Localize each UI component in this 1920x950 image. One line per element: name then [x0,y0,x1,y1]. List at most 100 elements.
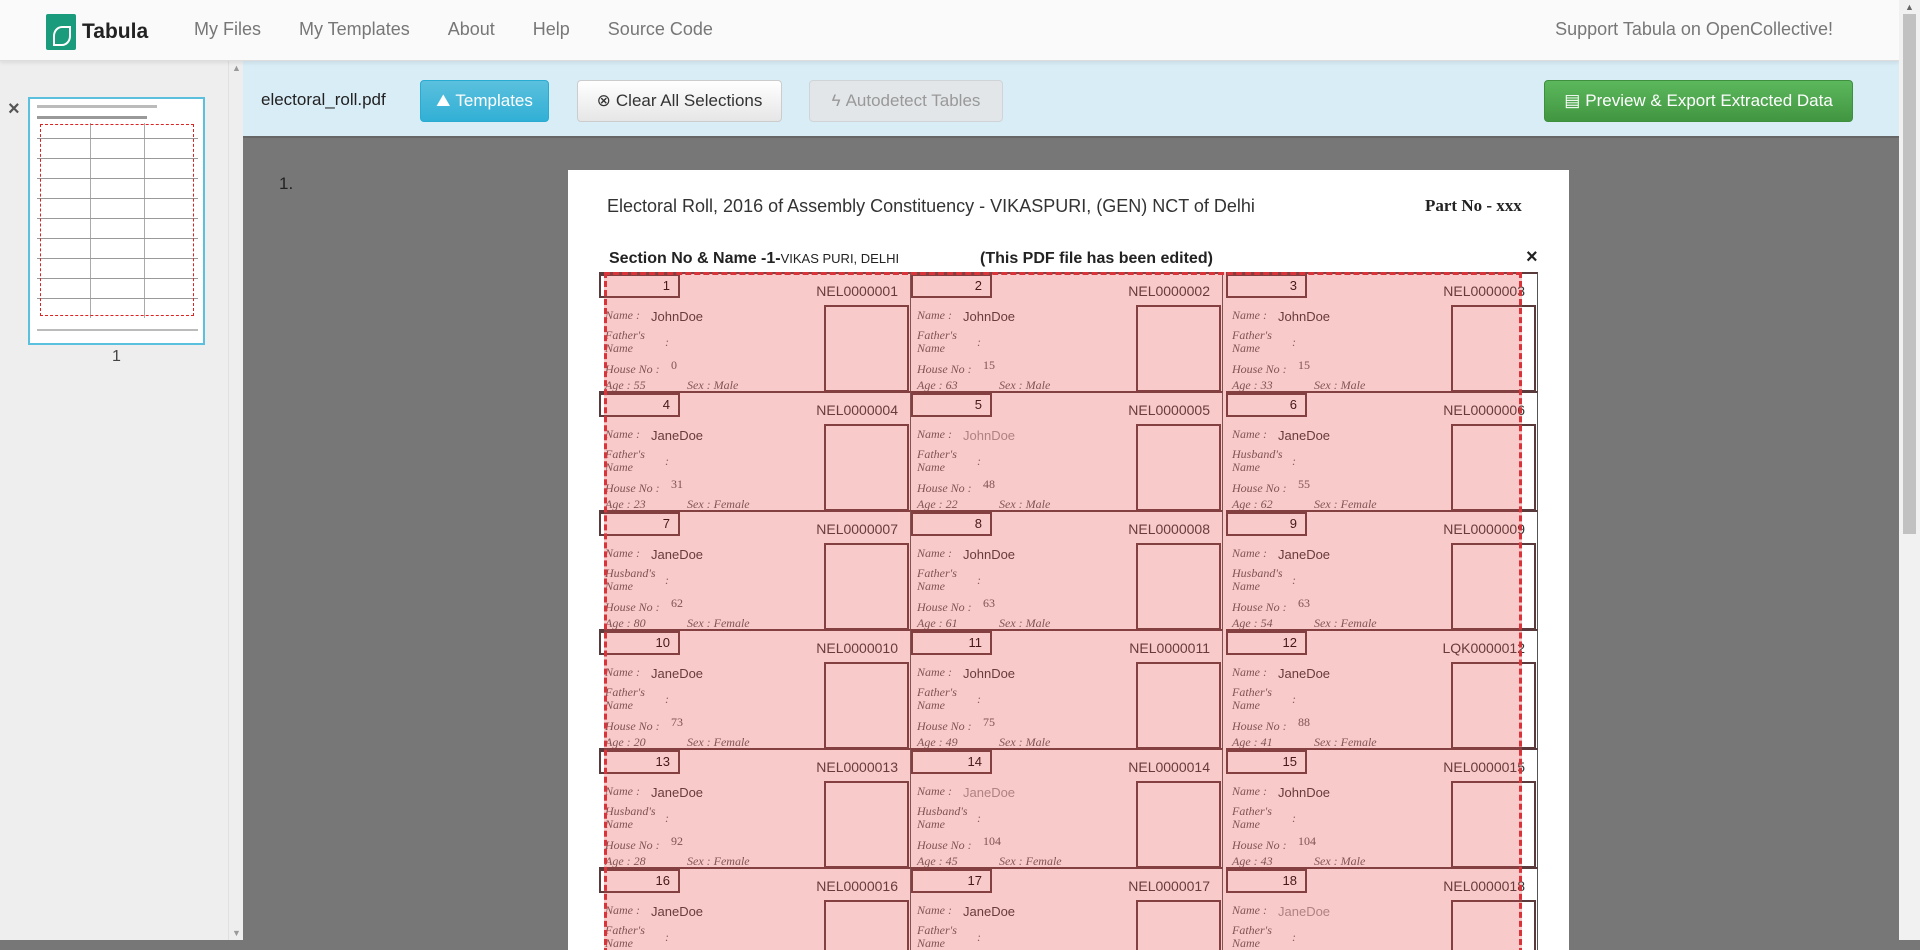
remove-page-icon[interactable]: × [8,98,20,120]
voter-id: NEL0000016 [816,878,898,894]
house-number: 104 [983,834,1001,848]
name-label: Name : [917,308,952,322]
relation-label: Father's [605,923,645,937]
voter-id: NEL0000011 [1129,640,1210,656]
relation-label: Father's [917,447,957,461]
sex-label: Sex : Male [999,497,1051,511]
name-label: Name : [1232,427,1267,441]
age-label: Age : 45 [917,854,958,868]
main-scrollbar[interactable]: ▲ [1899,0,1920,940]
clear-selections-button[interactable]: ⊗ Clear All Selections [577,80,782,122]
navbar: Tabula My Files My Templates About Help … [0,0,1899,61]
relation-label: Father's [1232,804,1272,818]
voter-name: JohnDoe [1278,309,1331,324]
voter-name: JohnDoe [651,309,704,324]
voter-name: JaneDoe [651,428,704,443]
sex-label: Sex : Male [1314,378,1366,392]
nav-my-templates[interactable]: My Templates [299,19,410,39]
nav-source-code[interactable]: Source Code [607,19,713,39]
autodetect-tables-button[interactable]: ϟ Autodetect Tables [809,80,1003,122]
voter-name: JaneDoe [1278,904,1331,919]
relation-name-label: Name [917,460,945,474]
voter-name: JohnDoe [963,309,1016,324]
house-label: House No : [605,838,660,852]
pdf-title: Electoral Roll, 2016 of Assembly Constit… [607,196,1255,216]
house-label: House No : [1232,362,1287,376]
relation-colon: : [977,930,981,944]
serial-number: 13 [599,750,680,774]
photo-box [824,662,909,749]
relation-name-label: Name [1232,579,1260,593]
autodetect-label: Autodetect Tables [845,91,981,110]
sex-label: Sex : Female [687,616,750,630]
voter-id: NEL0000006 [1443,402,1525,418]
voter-cell: 5 NEL0000005 Name : JohnDoe Father's Name: Hou… [911,391,1223,511]
voter-cell: 17 NEL0000017 Name : JaneDoe Father's Name: [911,867,1223,950]
photo-box [1451,305,1536,392]
serial-number: 7 [599,512,680,536]
house-number: 55 [1298,477,1310,491]
relation-label: Husband's [605,804,656,818]
scrollbar-thumb[interactable] [1903,14,1916,534]
name-label: Name : [917,903,952,917]
name-label: Name : [605,903,640,917]
house-label: House No : [917,481,972,495]
sex-label: Sex : Male [687,378,739,392]
scroll-down-icon[interactable]: ▼ [232,928,241,938]
voter-id: NEL0000003 [1443,283,1525,299]
relation-colon: : [977,811,981,825]
voter-name: JaneDoe [963,785,1016,800]
serial-number: 3 [1226,274,1307,298]
sex-label: Sex : Male [999,378,1051,392]
house-number: 31 [671,477,683,491]
nav-support-link[interactable]: Support Tabula on OpenCollective! [1555,19,1833,39]
house-label: House No : [917,719,972,733]
relation-colon: : [1292,692,1296,706]
scroll-up-icon[interactable]: ▲ [232,63,241,73]
toolbar: electoral_roll.pdf ⛰ Templates ⊗ Clear All… [243,61,1899,138]
nav-my-files[interactable]: My Files [194,19,261,39]
thumbnail-section-line [37,116,147,119]
voter-cell: 6 NEL0000006 Name : JaneDoe Husband's Name: Ho… [1226,391,1538,511]
voter-id: NEL0000002 [1128,283,1210,299]
voter-id: NEL0000014 [1128,759,1210,775]
house-label: House No : [917,838,972,852]
edited-note: (This PDF file has been edited) [980,250,1213,267]
pdf-page[interactable]: Electoral Roll, 2016 of Assembly Constit… [568,170,1569,950]
sidebar-scrollbar[interactable]: ▲ ▼ [228,61,243,940]
nav-help[interactable]: Help [532,19,570,39]
house-number: 73 [671,715,683,729]
photo-box [1136,424,1221,511]
sex-label: Sex : Male [999,735,1051,749]
sex-label: Sex : Female [1314,616,1377,630]
serial-number: 18 [1226,869,1307,893]
serial-number: 5 [911,393,992,417]
photo-box [824,424,909,511]
voter-name: JohnDoe [963,547,1016,562]
preview-label: Preview & Export Extracted Data [1585,91,1833,110]
relation-name-label: Name [1232,341,1260,355]
thumbnail-footer-line [37,329,198,331]
house-number: 0 [671,358,677,372]
scroll-up-icon[interactable]: ▲ [1905,2,1914,12]
relation-colon: : [977,692,981,706]
templates-button[interactable]: ⛰ Templates [420,80,549,122]
relation-name-label: Name [1232,817,1260,831]
relation-name-label: Name [917,817,945,831]
relation-colon: : [1292,335,1296,349]
photo-box [1451,662,1536,749]
voter-id: NEL0000007 [816,521,898,537]
name-label: Name : [605,427,640,441]
name-label: Name : [1232,784,1267,798]
house-number: 15 [983,358,995,372]
serial-number: 12 [1226,631,1307,655]
age-label: Age : 63 [917,378,958,392]
serial-number: 17 [911,869,992,893]
page-thumbnail[interactable] [28,97,205,345]
preview-export-button[interactable]: ▤ Preview & Export Extracted Data [1544,80,1853,122]
nav-about[interactable]: About [447,19,495,39]
relation-colon: : [665,454,669,468]
house-number: 62 [671,596,683,610]
selection-close-icon[interactable]: × [1526,246,1538,268]
brand-link[interactable]: Tabula [46,14,148,50]
